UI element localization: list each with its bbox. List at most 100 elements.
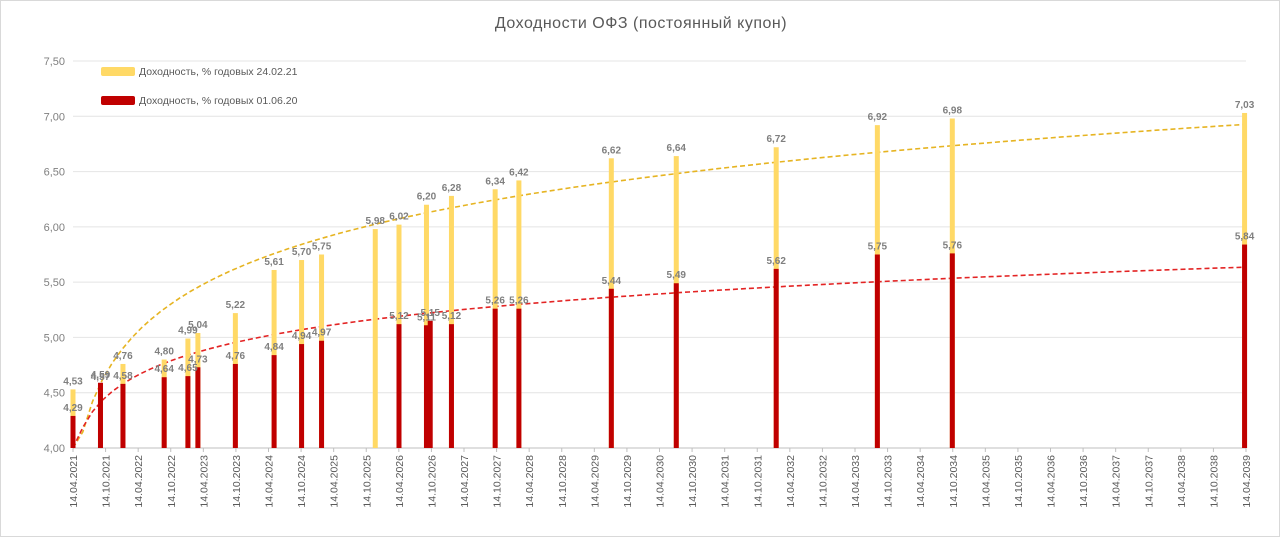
x-tick-label: 14.04.2038 <box>1176 455 1188 508</box>
bar-red <box>608 288 614 448</box>
bar-red <box>161 377 167 448</box>
x-axis: 14.04.2021 14.10.2021 14.04.2022 14.10.2022… <box>68 448 1253 508</box>
bars <box>70 112 1248 449</box>
legend-swatch-yellow <box>101 67 135 76</box>
x-tick-label: 14.10.2021 <box>101 455 113 508</box>
data-label: 6,98 <box>943 105 963 116</box>
x-tick-label: 14.04.2022 <box>133 455 145 508</box>
data-label: 4,57 <box>91 372 111 383</box>
x-tick-label: 14.04.2036 <box>1046 455 1058 508</box>
data-label: 4,58 <box>113 371 133 382</box>
x-tick-label: 14.04.2021 <box>68 455 80 508</box>
x-tick-label: 14.04.2039 <box>1241 455 1253 508</box>
trend-line-red <box>72 266 1247 449</box>
bar-red <box>195 367 201 448</box>
data-label: 6,34 <box>485 176 505 187</box>
y-tick-label: 5,00 <box>44 332 65 344</box>
data-label: 6,02 <box>389 212 409 223</box>
data-label: 5,15 <box>420 308 440 319</box>
y-tick-label: 7,50 <box>44 56 65 68</box>
x-tick-label: 14.10.2028 <box>557 455 569 508</box>
data-label: 5,98 <box>366 216 386 227</box>
data-label: 5,75 <box>868 242 888 253</box>
bar-red <box>70 415 76 448</box>
y-tick-label: 4,50 <box>44 388 65 400</box>
data-label: 4,65 <box>178 363 198 374</box>
x-tick-label: 14.10.2033 <box>883 455 895 508</box>
bar-red <box>949 253 955 448</box>
bar-red <box>448 324 454 448</box>
x-tick-label: 14.10.2027 <box>492 455 504 508</box>
data-label: 5,61 <box>264 257 284 268</box>
data-label: 4,80 <box>154 347 174 358</box>
data-label: 5,26 <box>485 296 505 307</box>
bar-red <box>271 355 277 448</box>
x-tick-label: 14.04.2030 <box>655 455 667 508</box>
data-label: 4,76 <box>113 351 133 362</box>
bar-yellow <box>372 229 378 448</box>
bar-red <box>516 308 522 448</box>
x-tick-label: 14.04.2035 <box>980 455 992 508</box>
x-tick-label: 14.10.2035 <box>1013 455 1025 508</box>
data-labels: 4,53 4,574,76 4,804,995,045,225,615,705,75… <box>63 100 1254 414</box>
y-tick-label: 7,00 <box>44 111 65 123</box>
x-tick-label: 14.10.2022 <box>166 455 178 508</box>
data-label: 4,97 <box>312 328 332 339</box>
x-tick-label: 14.10.2026 <box>426 455 438 508</box>
bar-red <box>396 324 402 448</box>
gridlines <box>73 60 1246 449</box>
data-label: 4,29 <box>63 403 83 414</box>
x-tick-label: 14.04.2037 <box>1111 455 1123 508</box>
x-tick-label: 14.04.2033 <box>850 455 862 508</box>
data-label: 4,73 <box>188 354 208 365</box>
y-tick-label: 5,50 <box>44 277 65 289</box>
x-tick-label: 14.10.2030 <box>687 455 699 508</box>
y-tick-label: 6,00 <box>44 222 65 234</box>
x-tick-label: 14.04.2024 <box>264 455 276 508</box>
bar-red <box>97 382 103 448</box>
legend-swatch-red <box>101 96 135 105</box>
x-tick-label: 14.10.2032 <box>817 455 829 508</box>
data-label: 6,64 <box>667 143 687 154</box>
bar-red <box>299 344 305 448</box>
data-label: 6,28 <box>442 183 462 194</box>
data-label: 5,12 <box>442 311 462 322</box>
y-axis: 4,00 4,50 5,00 5,50 6,00 6,50 7,00 7,50 <box>44 56 65 455</box>
data-label: 6,62 <box>602 145 622 156</box>
x-tick-label: 14.10.2029 <box>622 455 634 508</box>
bar-red <box>120 383 126 448</box>
x-tick-label: 14.04.2027 <box>459 455 471 508</box>
x-tick-label: 14.10.2037 <box>1143 455 1155 508</box>
x-tick-label: 14.10.2034 <box>948 455 960 508</box>
x-tick-label: 14.10.2038 <box>1208 455 1220 508</box>
x-tick-label: 14.10.2025 <box>361 455 373 508</box>
y-tick-label: 4,00 <box>44 443 65 455</box>
bar-yellow <box>448 195 454 448</box>
bar-red <box>185 376 191 448</box>
data-label: 6,42 <box>509 167 529 178</box>
legend-label: Доходность, % годовых 24.02.21 <box>139 66 298 78</box>
x-tick-label: 14.04.2026 <box>394 455 406 508</box>
x-tick-label: 14.04.2034 <box>915 455 927 508</box>
x-tick-label: 14.04.2025 <box>329 455 341 508</box>
data-label: 5,22 <box>226 300 246 311</box>
data-label: 4,53 <box>63 376 83 387</box>
data-label: 4,99 <box>178 326 198 337</box>
x-tick-label: 14.04.2029 <box>589 455 601 508</box>
x-tick-label: 14.10.2024 <box>296 455 308 508</box>
data-label: 6,72 <box>766 134 786 145</box>
data-label: 5,62 <box>766 256 786 267</box>
data-label: 6,92 <box>868 112 888 123</box>
data-label: 5,04 <box>188 320 208 331</box>
data-label: 5,44 <box>602 276 622 287</box>
x-tick-label: 14.10.2036 <box>1078 455 1090 508</box>
bar-red <box>319 340 325 448</box>
data-label: 6,20 <box>417 192 437 203</box>
bar-red <box>232 363 238 448</box>
bar-red <box>874 254 880 448</box>
trend-line-yellow <box>72 123 1247 449</box>
trend-lines <box>72 123 1247 449</box>
data-label: 5,75 <box>312 242 332 253</box>
